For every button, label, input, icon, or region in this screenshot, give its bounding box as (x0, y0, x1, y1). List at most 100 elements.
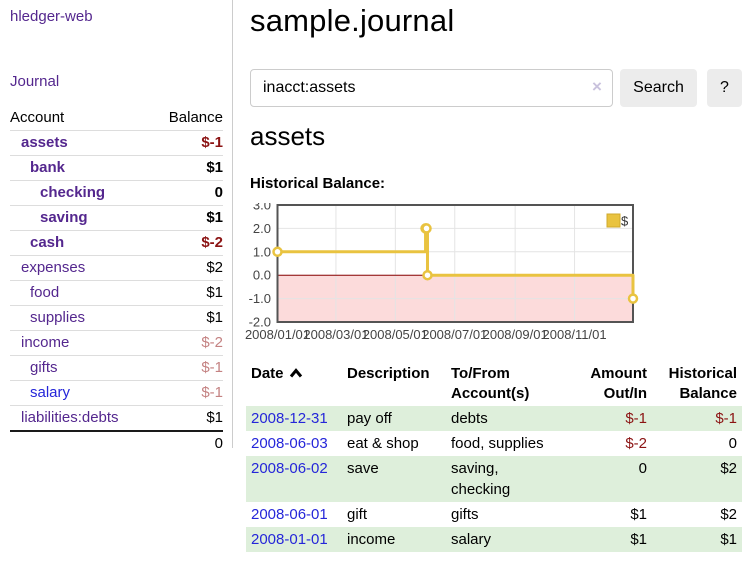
y-axis-tick-label: 1.0 (253, 244, 271, 259)
sidebar-item-journal[interactable]: Journal (10, 73, 60, 90)
transaction-date-cell: 2008-06-01 (246, 502, 342, 527)
transaction-accounts: salary (451, 531, 492, 548)
transaction-date-cell: 2008-12-31 (246, 406, 342, 431)
accounts-table: Account Balance assets $-1 bank $1 checking 0… (10, 106, 223, 456)
account-balance: $-2 (152, 230, 223, 256)
transaction-description: save (347, 460, 379, 477)
sidebar-account-link-supplies[interactable]: supplies (30, 309, 86, 326)
transaction-balance: $2 (720, 506, 737, 523)
account-balance: $1 (152, 305, 223, 331)
transaction-accounts: gifts (451, 506, 479, 523)
sidebar-account-link-expenses[interactable]: expenses (21, 259, 86, 276)
account-row: saving $1 (10, 205, 223, 231)
account-row: cash $-2 (10, 230, 223, 256)
sidebar-account-link-food[interactable]: food (30, 284, 60, 301)
register-table: Date Description To/From Account(s) Amount Ou… (246, 362, 742, 552)
register-header-date[interactable]: Date (246, 362, 342, 406)
x-axis-tick-label: 2008/07/01 (422, 327, 487, 342)
sidebar-account-link-cash[interactable]: cash (30, 234, 65, 251)
main-content: sample.journal × Search ? assets Histori… (245, 0, 742, 582)
transaction-accounts: saving, checking (451, 460, 511, 498)
account-row: liabilities:debts $1 (10, 405, 223, 431)
transaction-description: gift (347, 506, 368, 523)
register-header-balance: Historical Balance (668, 365, 737, 402)
page-title: sample.journal (250, 3, 455, 38)
transaction-amount: $-2 (625, 435, 647, 452)
search-button[interactable]: Search (620, 69, 697, 107)
transaction-amount: $-1 (625, 410, 647, 427)
transaction-balance: $2 (720, 460, 737, 477)
y-axis-tick-label: 3.0 (253, 203, 271, 213)
search-input[interactable] (250, 69, 613, 107)
sidebar: hledger-web Journal Account Balance asse… (0, 0, 233, 456)
y-axis-tick-label: -2.0 (249, 315, 271, 330)
transaction-amount: $1 (630, 531, 647, 548)
sidebar-account-link-saving[interactable]: saving (40, 209, 88, 226)
account-row: bank $1 (10, 155, 223, 181)
transaction-accounts: food, supplies (451, 435, 544, 452)
transaction-balance: $-1 (715, 410, 737, 427)
account-balance: $1 (152, 405, 223, 431)
register-header-amount: Amount Out/In (590, 365, 647, 402)
account-balance: $1 (152, 205, 223, 231)
account-row: salary $-1 (10, 380, 223, 406)
transaction-row: 2008-06-01 gift gifts $1 $2 (246, 502, 742, 527)
register-header-description: Description (347, 365, 430, 382)
account-row: income $-2 (10, 330, 223, 356)
legend-swatch (606, 213, 621, 228)
account-page-title: assets (250, 121, 326, 151)
app-title-link[interactable]: hledger-web (10, 8, 93, 25)
sidebar-account-link-bank[interactable]: bank (30, 159, 66, 176)
account-balance: 0 (152, 180, 223, 206)
register-header-row: Date Description To/From Account(s) Amount Ou… (246, 362, 742, 406)
transaction-description: eat & shop (347, 435, 419, 452)
historical-balance-chart: $3.0 2.0 1.0 0.0 -1.0 -2.0 2008/01/01 2008/03/0… (240, 198, 742, 345)
chart-border (276, 204, 634, 323)
help-button[interactable]: ? (707, 69, 742, 107)
transaction-row: 2008-06-02 save saving, checking 0 $2 (246, 456, 742, 502)
transaction-date-link[interactable]: 2008-01-01 (251, 531, 328, 548)
account-row: food $1 (10, 280, 223, 306)
sidebar-account-link-checking[interactable]: checking (40, 184, 106, 201)
transaction-row: 2008-06-03 eat & shop food, supplies $-2 0 (246, 431, 742, 456)
transaction-accounts: debts (451, 410, 488, 427)
account-balance: $-1 (152, 355, 223, 381)
x-axis-tick-label: 2008/05/01 (363, 327, 428, 342)
account-row: supplies $1 (10, 305, 223, 331)
sidebar-account-link-liabilities-debts[interactable]: liabilities:debts (21, 409, 119, 426)
transaction-date-cell: 2008-06-03 (246, 431, 342, 456)
account-balance: $2 (152, 255, 223, 281)
sidebar-account-link-assets[interactable]: assets (21, 134, 68, 151)
transaction-balance: 0 (728, 435, 737, 452)
accounts-total-row: 0 (10, 430, 223, 456)
data-point-marker (422, 269, 433, 281)
y-axis-tick-label: 2.0 (253, 221, 271, 236)
account-row: assets $-1 (10, 130, 223, 156)
data-point-marker (421, 223, 432, 234)
transaction-date-link[interactable]: 2008-06-02 (251, 460, 328, 477)
sidebar-account-link-salary[interactable]: salary (30, 384, 71, 401)
accounts-header-balance: Balance (168, 109, 223, 126)
account-row: expenses $2 (10, 255, 223, 281)
accounts-table-header: Account Balance (10, 106, 223, 131)
accounts-total-value: 0 (10, 430, 223, 456)
transaction-date-link[interactable]: 2008-06-01 (251, 506, 328, 523)
sidebar-account-link-gifts[interactable]: gifts (30, 359, 58, 376)
clear-search-icon[interactable]: × (592, 77, 602, 96)
sidebar-account-link-income[interactable]: income (21, 334, 70, 351)
transaction-date-link[interactable]: 2008-06-03 (251, 435, 328, 452)
account-row: gifts $-1 (10, 355, 223, 381)
y-axis-tick-label: 0.0 (253, 268, 271, 283)
transaction-date-cell: 2008-06-02 (246, 456, 342, 502)
transaction-date-link[interactable]: 2008-12-31 (251, 410, 328, 427)
x-axis-tick-label: 2008/11/01 (543, 327, 607, 342)
legend-label: $ (621, 214, 629, 229)
transaction-description: income (347, 531, 396, 548)
account-balance: $-1 (152, 380, 223, 406)
y-axis-tick-label: -1.0 (249, 291, 271, 306)
account-row: checking 0 (10, 180, 223, 206)
sort-ascending-caret-icon (289, 368, 302, 378)
x-axis-tick-label: 2008/03/01 (303, 327, 368, 342)
transaction-description: pay off (347, 410, 392, 427)
accounts-header-account: Account (10, 109, 65, 126)
